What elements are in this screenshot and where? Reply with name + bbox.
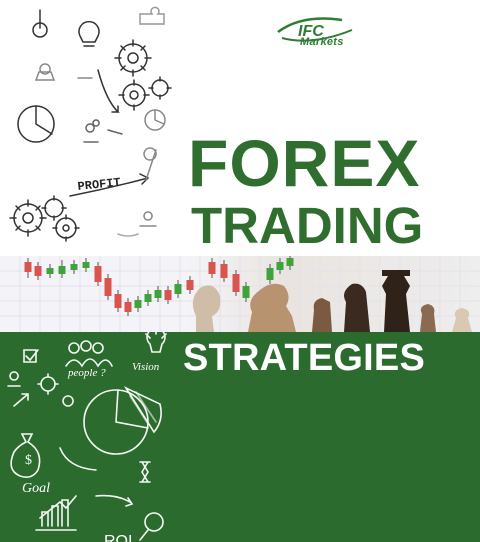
people-icon xyxy=(65,340,113,368)
green-panel xyxy=(0,332,480,542)
vision-label: Vision xyxy=(132,361,160,373)
goal-label: Goal xyxy=(22,481,50,496)
checkbox-icon xyxy=(23,349,39,363)
candle-body xyxy=(154,290,162,298)
candle-body xyxy=(164,290,172,300)
candle-body xyxy=(232,274,240,292)
candle-body xyxy=(114,294,122,308)
roi-label: ROI xyxy=(104,533,132,542)
profit-label: PROFIT xyxy=(77,176,121,194)
arrow-icon xyxy=(97,69,120,113)
candle-body xyxy=(276,262,284,270)
magnifier-icon xyxy=(139,512,164,541)
candle-body xyxy=(242,286,250,298)
candle-body xyxy=(186,280,194,290)
candle-body xyxy=(286,258,294,266)
gear-icon xyxy=(114,39,152,77)
profit-arrow-icon xyxy=(69,173,150,197)
candle-body xyxy=(94,266,102,282)
candle-body xyxy=(34,266,42,276)
people-icon xyxy=(7,371,21,387)
candle-body xyxy=(144,294,152,302)
business-doodles: PROFIT xyxy=(9,6,172,242)
pie-chart-icon xyxy=(83,386,162,455)
people-icon xyxy=(34,63,56,81)
candle-body xyxy=(104,278,112,296)
candle-body xyxy=(266,268,274,280)
ifc-markets-logo: IFC xyxy=(277,17,353,42)
headline-line-1: FOREX xyxy=(188,126,421,200)
candle-body xyxy=(70,264,78,270)
gear-icon xyxy=(118,79,150,111)
candle-body xyxy=(46,268,54,274)
candle-body xyxy=(24,262,32,272)
pie-chart-icon xyxy=(17,105,55,143)
candle-body xyxy=(124,302,132,312)
money-bag-icon: $ xyxy=(10,433,41,478)
gear-icon xyxy=(148,76,172,100)
arrow-icon xyxy=(13,393,29,407)
people-icon xyxy=(83,119,100,143)
logo-text: IFC xyxy=(298,23,324,40)
people-icon xyxy=(139,211,157,227)
candle-body xyxy=(134,300,142,308)
people-label: people ? xyxy=(67,367,106,379)
gear-icon xyxy=(9,199,47,237)
headline-line-3: STRATEGIES xyxy=(183,337,425,379)
puzzle-icon xyxy=(139,6,165,25)
candle-body xyxy=(58,266,66,274)
logo-subtitle: Markets xyxy=(300,36,344,48)
pie-chart-icon xyxy=(144,109,166,131)
candle-body xyxy=(220,264,228,278)
lightbulb-icon xyxy=(145,332,167,353)
gear-icon xyxy=(41,195,67,221)
candlesticks xyxy=(24,256,294,316)
candlestick-chess-band xyxy=(0,256,480,332)
chalk-doodles: $ people ? Vision Goal ROI xyxy=(7,332,167,542)
bar-chart-icon xyxy=(35,495,77,531)
candle-body xyxy=(208,262,216,274)
gear-icon xyxy=(62,395,74,407)
dollar-label: $ xyxy=(25,453,32,468)
candle-body xyxy=(174,284,182,294)
dollar-icon xyxy=(143,147,157,161)
candle-body xyxy=(82,262,90,268)
chess-pieces-icon xyxy=(192,270,472,332)
hourglass-icon xyxy=(139,461,151,483)
lightbulb-icon xyxy=(78,20,100,47)
headline-line-2: TRADING xyxy=(191,197,424,254)
pin-icon xyxy=(32,9,48,38)
gear-icon xyxy=(52,214,80,242)
gear-icon xyxy=(37,373,59,395)
